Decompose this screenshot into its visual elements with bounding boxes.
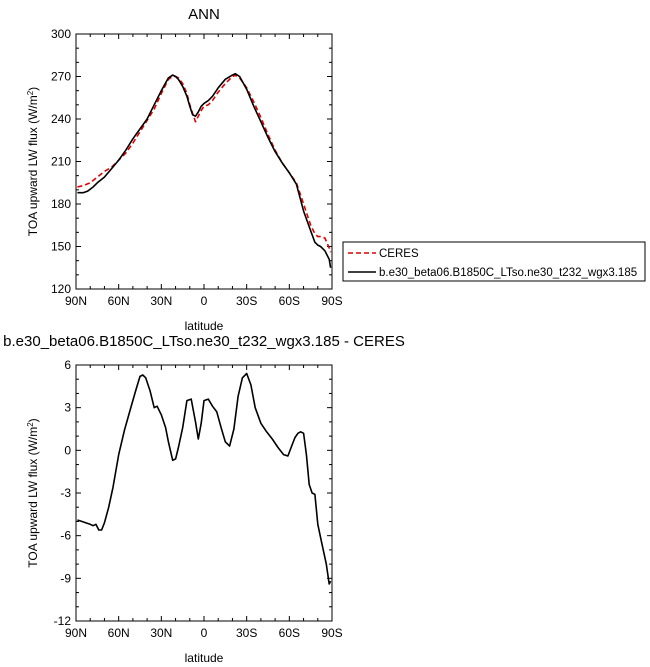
- y-tick-label: 240: [51, 112, 71, 126]
- x-tick-label: 60S: [279, 294, 300, 308]
- x-tick-label: 0: [201, 626, 208, 640]
- y-tick-label: -6: [60, 529, 71, 543]
- y-tick-label: 300: [51, 27, 71, 41]
- x-tick-label: 30S: [236, 294, 257, 308]
- bottom-chart-x-axis-label: latitude: [185, 651, 224, 665]
- model-series-line: [77, 72, 332, 268]
- y-tick-label: -12: [54, 614, 72, 628]
- bottom-chart-y-axis-label: TOA upward LW flux (W/m2): [26, 418, 40, 567]
- bottom-chart: b.e30_beta06.B1850C_LTso.ne30_t232_wgx3.…: [3, 333, 405, 665]
- top-chart-frame: [75, 33, 333, 290]
- x-tick-label: 60N: [108, 294, 130, 308]
- bottom-chart-x-tick-labels: 90N 60N 30N 0 30S 60S 90S: [65, 626, 343, 640]
- x-tick-label: 90S: [321, 294, 342, 308]
- top-chart-ticks: [75, 33, 333, 290]
- x-tick-label: 0: [201, 294, 208, 308]
- top-chart-y-tick-labels: 120 150 180 210 240 270 300: [51, 27, 71, 296]
- x-tick-label: 30N: [150, 626, 172, 640]
- top-chart-lines: [77, 72, 332, 268]
- y-tick-label: 270: [51, 70, 71, 84]
- legend-frame: [342, 241, 646, 282]
- difference-series-line: [77, 372, 332, 585]
- bottom-chart-lines: [77, 372, 332, 585]
- y-tick-label: 180: [51, 197, 71, 211]
- top-chart-x-axis-label: latitude: [185, 319, 224, 333]
- bottom-chart-ticks: [75, 364, 333, 622]
- x-tick-label: 90S: [321, 626, 342, 640]
- bottom-chart-title: b.e30_beta06.B1850C_LTso.ne30_t232_wgx3.…: [3, 333, 405, 350]
- y-tick-label: 120: [51, 282, 71, 296]
- y-tick-label: -3: [60, 486, 71, 500]
- x-tick-label: 30N: [150, 294, 172, 308]
- x-tick-label: 60S: [279, 626, 300, 640]
- legend-ceres-label: CERES: [379, 248, 419, 260]
- x-tick-label: 30S: [236, 626, 257, 640]
- top-chart-x-tick-labels: 90N 60N 30N 0 30S 60S 90S: [65, 294, 343, 308]
- y-tick-label: 210: [51, 155, 71, 169]
- x-tick-label: 90N: [65, 294, 87, 308]
- top-chart-legend: CERES b.e30_beta06.B1850C_LTso.ne30_t232…: [342, 241, 646, 282]
- top-chart-title: ANN: [188, 6, 220, 23]
- top-chart-y-axis-label: TOA upward LW flux (W/m2): [26, 87, 40, 236]
- bottom-chart-y-tick-labels: -12 -9 -6 -3 0 3 6: [54, 358, 72, 628]
- y-tick-label: -9: [60, 571, 71, 585]
- top-chart: ANN 90N 60N 30N 0 30S 60S 90S 120 150 180 210 240 2…: [26, 6, 343, 333]
- x-tick-label: 90N: [65, 626, 87, 640]
- y-tick-label: 3: [64, 401, 71, 415]
- x-tick-label: 60N: [108, 626, 130, 640]
- legend-model-label: b.e30_beta06.B1850C_LTso.ne30_t232_wgx3.…: [379, 267, 637, 279]
- y-tick-label: 0: [64, 443, 71, 457]
- y-tick-label: 150: [51, 240, 71, 254]
- y-tick-label: 6: [64, 358, 71, 372]
